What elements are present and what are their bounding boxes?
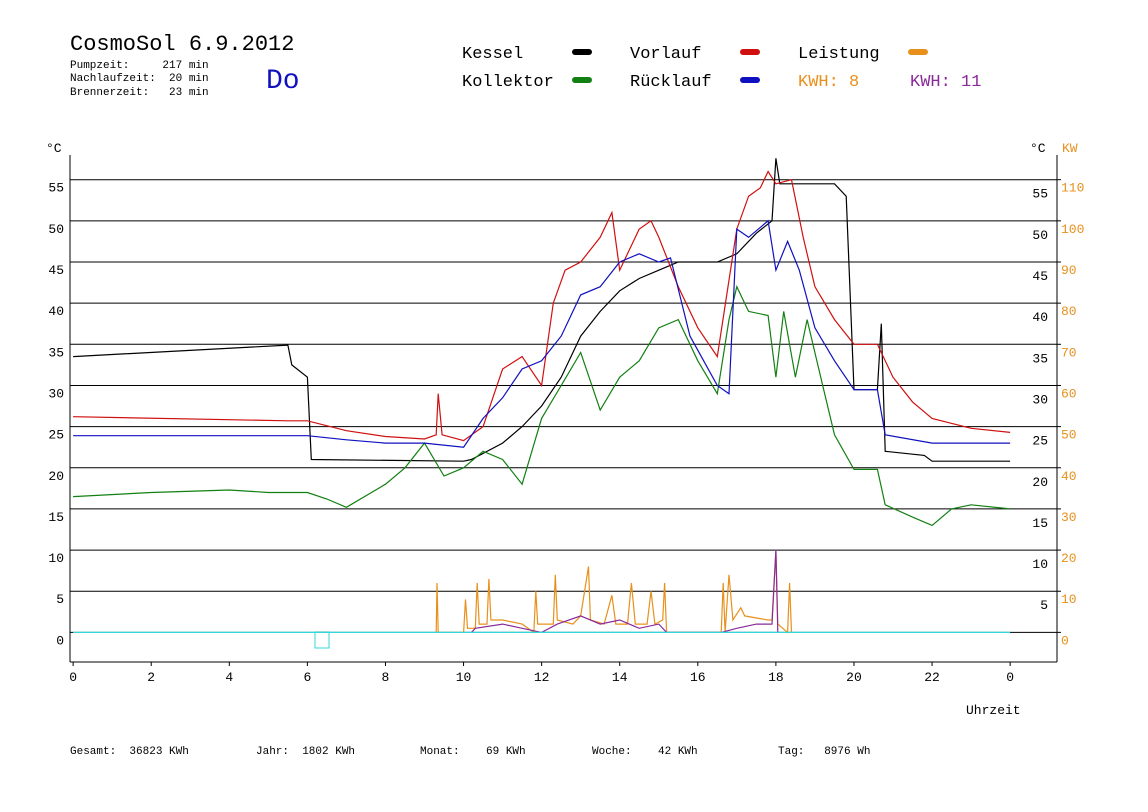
legend-label: Vorlauf bbox=[630, 45, 701, 64]
y-tick-label: 25 bbox=[48, 428, 64, 443]
y2-tick-label: 100 bbox=[1061, 222, 1084, 237]
info-text: Nachlaufzeit: 20 min bbox=[70, 73, 209, 85]
y-tick-label: 40 bbox=[48, 304, 64, 319]
y-tick-label-right: 15 bbox=[1032, 516, 1048, 531]
y2-tick-label: 90 bbox=[1061, 263, 1077, 278]
x-tick-label: 14 bbox=[612, 670, 628, 685]
info-text: Pumpzeit: 217 min bbox=[70, 60, 209, 72]
footer-text: Monat: 69 KWh bbox=[420, 746, 526, 758]
y-tick-label-right: 25 bbox=[1032, 434, 1048, 449]
y-tick-label-right: 10 bbox=[1032, 557, 1048, 572]
legend-swatch bbox=[740, 49, 760, 55]
y-tick-label-right: 5 bbox=[1040, 598, 1048, 613]
y-tick-label-right: 50 bbox=[1032, 228, 1048, 243]
y-tick-label-right: 20 bbox=[1032, 475, 1048, 490]
y2-unit-label: KW bbox=[1062, 141, 1078, 156]
y-tick-label: 15 bbox=[48, 510, 64, 525]
y-tick-label: 0 bbox=[56, 633, 64, 648]
annotation: KWH: 11 bbox=[910, 73, 981, 92]
x-tick-label: 16 bbox=[690, 670, 706, 685]
y2-tick-label: 50 bbox=[1061, 428, 1077, 443]
y-tick-label-right: 30 bbox=[1032, 392, 1048, 407]
legend-label: Leistung bbox=[798, 45, 880, 64]
weekday: Do bbox=[266, 66, 300, 97]
legend-label: Rücklauf bbox=[630, 73, 712, 92]
x-tick-label: 6 bbox=[303, 670, 311, 685]
footer-text: Woche: 42 KWh bbox=[592, 746, 698, 758]
footer-text: Gesamt: 36823 KWh bbox=[70, 746, 189, 758]
y2-tick-label: 60 bbox=[1061, 386, 1077, 401]
y-tick-label: 30 bbox=[48, 386, 64, 401]
y-tick-label: 20 bbox=[48, 469, 64, 484]
y2-tick-label: 70 bbox=[1061, 345, 1077, 360]
x-tick-label: 20 bbox=[846, 670, 862, 685]
legend-label: Kessel bbox=[462, 45, 523, 64]
x-tick-label: 0 bbox=[1006, 670, 1014, 685]
chart-title: CosmoSol 6.9.2012 bbox=[70, 32, 294, 57]
y2-tick-label: 10 bbox=[1061, 592, 1077, 607]
footer-text: Jahr: 1802 KWh bbox=[256, 746, 355, 758]
series-line bbox=[73, 158, 1011, 462]
legend-swatch bbox=[908, 49, 928, 55]
y2-axis-label: °C bbox=[1030, 141, 1046, 156]
info-text: Brennerzeit: 23 min bbox=[70, 87, 209, 99]
y-tick-label: 45 bbox=[48, 263, 64, 278]
y-tick-label: 55 bbox=[48, 181, 64, 196]
y-tick-label-right: 40 bbox=[1032, 310, 1048, 325]
x-axis-label: Uhrzeit bbox=[966, 703, 1021, 718]
footer-text: Tag: 8976 Wh bbox=[778, 746, 870, 758]
x-tick-label: 22 bbox=[924, 670, 940, 685]
x-tick-label: 0 bbox=[69, 670, 77, 685]
series-line bbox=[470, 550, 779, 634]
x-tick-label: 4 bbox=[225, 670, 233, 685]
series-line bbox=[435, 550, 793, 634]
y-tick-label: 10 bbox=[48, 551, 64, 566]
series-line bbox=[73, 284, 1011, 527]
y-tick-label: 5 bbox=[56, 592, 64, 607]
legend-label: Kollektor bbox=[462, 73, 554, 92]
legend-swatch bbox=[572, 49, 592, 55]
legend-swatch bbox=[572, 77, 592, 83]
y-tick-label: 50 bbox=[48, 222, 64, 237]
legend-swatch bbox=[740, 77, 760, 83]
x-tick-label: 12 bbox=[534, 670, 550, 685]
y-tick-label-right: 55 bbox=[1032, 187, 1048, 202]
x-tick-label: 8 bbox=[382, 670, 390, 685]
series-line bbox=[73, 170, 1011, 442]
y2-tick-label: 40 bbox=[1061, 469, 1077, 484]
y-tick-label-right: 45 bbox=[1032, 269, 1048, 284]
y-tick-label-right: 35 bbox=[1032, 351, 1048, 366]
y2-tick-label: 20 bbox=[1061, 551, 1077, 566]
y-tick-label: 35 bbox=[48, 345, 64, 360]
x-tick-label: 2 bbox=[147, 670, 155, 685]
series-line bbox=[73, 219, 1011, 448]
y2-tick-label: 0 bbox=[1061, 633, 1069, 648]
annotation: KWH: 8 bbox=[798, 73, 859, 92]
y2-tick-label: 30 bbox=[1061, 510, 1077, 525]
marker-box bbox=[314, 631, 330, 649]
x-tick-label: 18 bbox=[768, 670, 784, 685]
y-axis-label: °C bbox=[46, 141, 62, 156]
y2-tick-label: 80 bbox=[1061, 304, 1077, 319]
x-tick-label: 10 bbox=[456, 670, 472, 685]
y2-tick-label: 110 bbox=[1061, 181, 1084, 196]
